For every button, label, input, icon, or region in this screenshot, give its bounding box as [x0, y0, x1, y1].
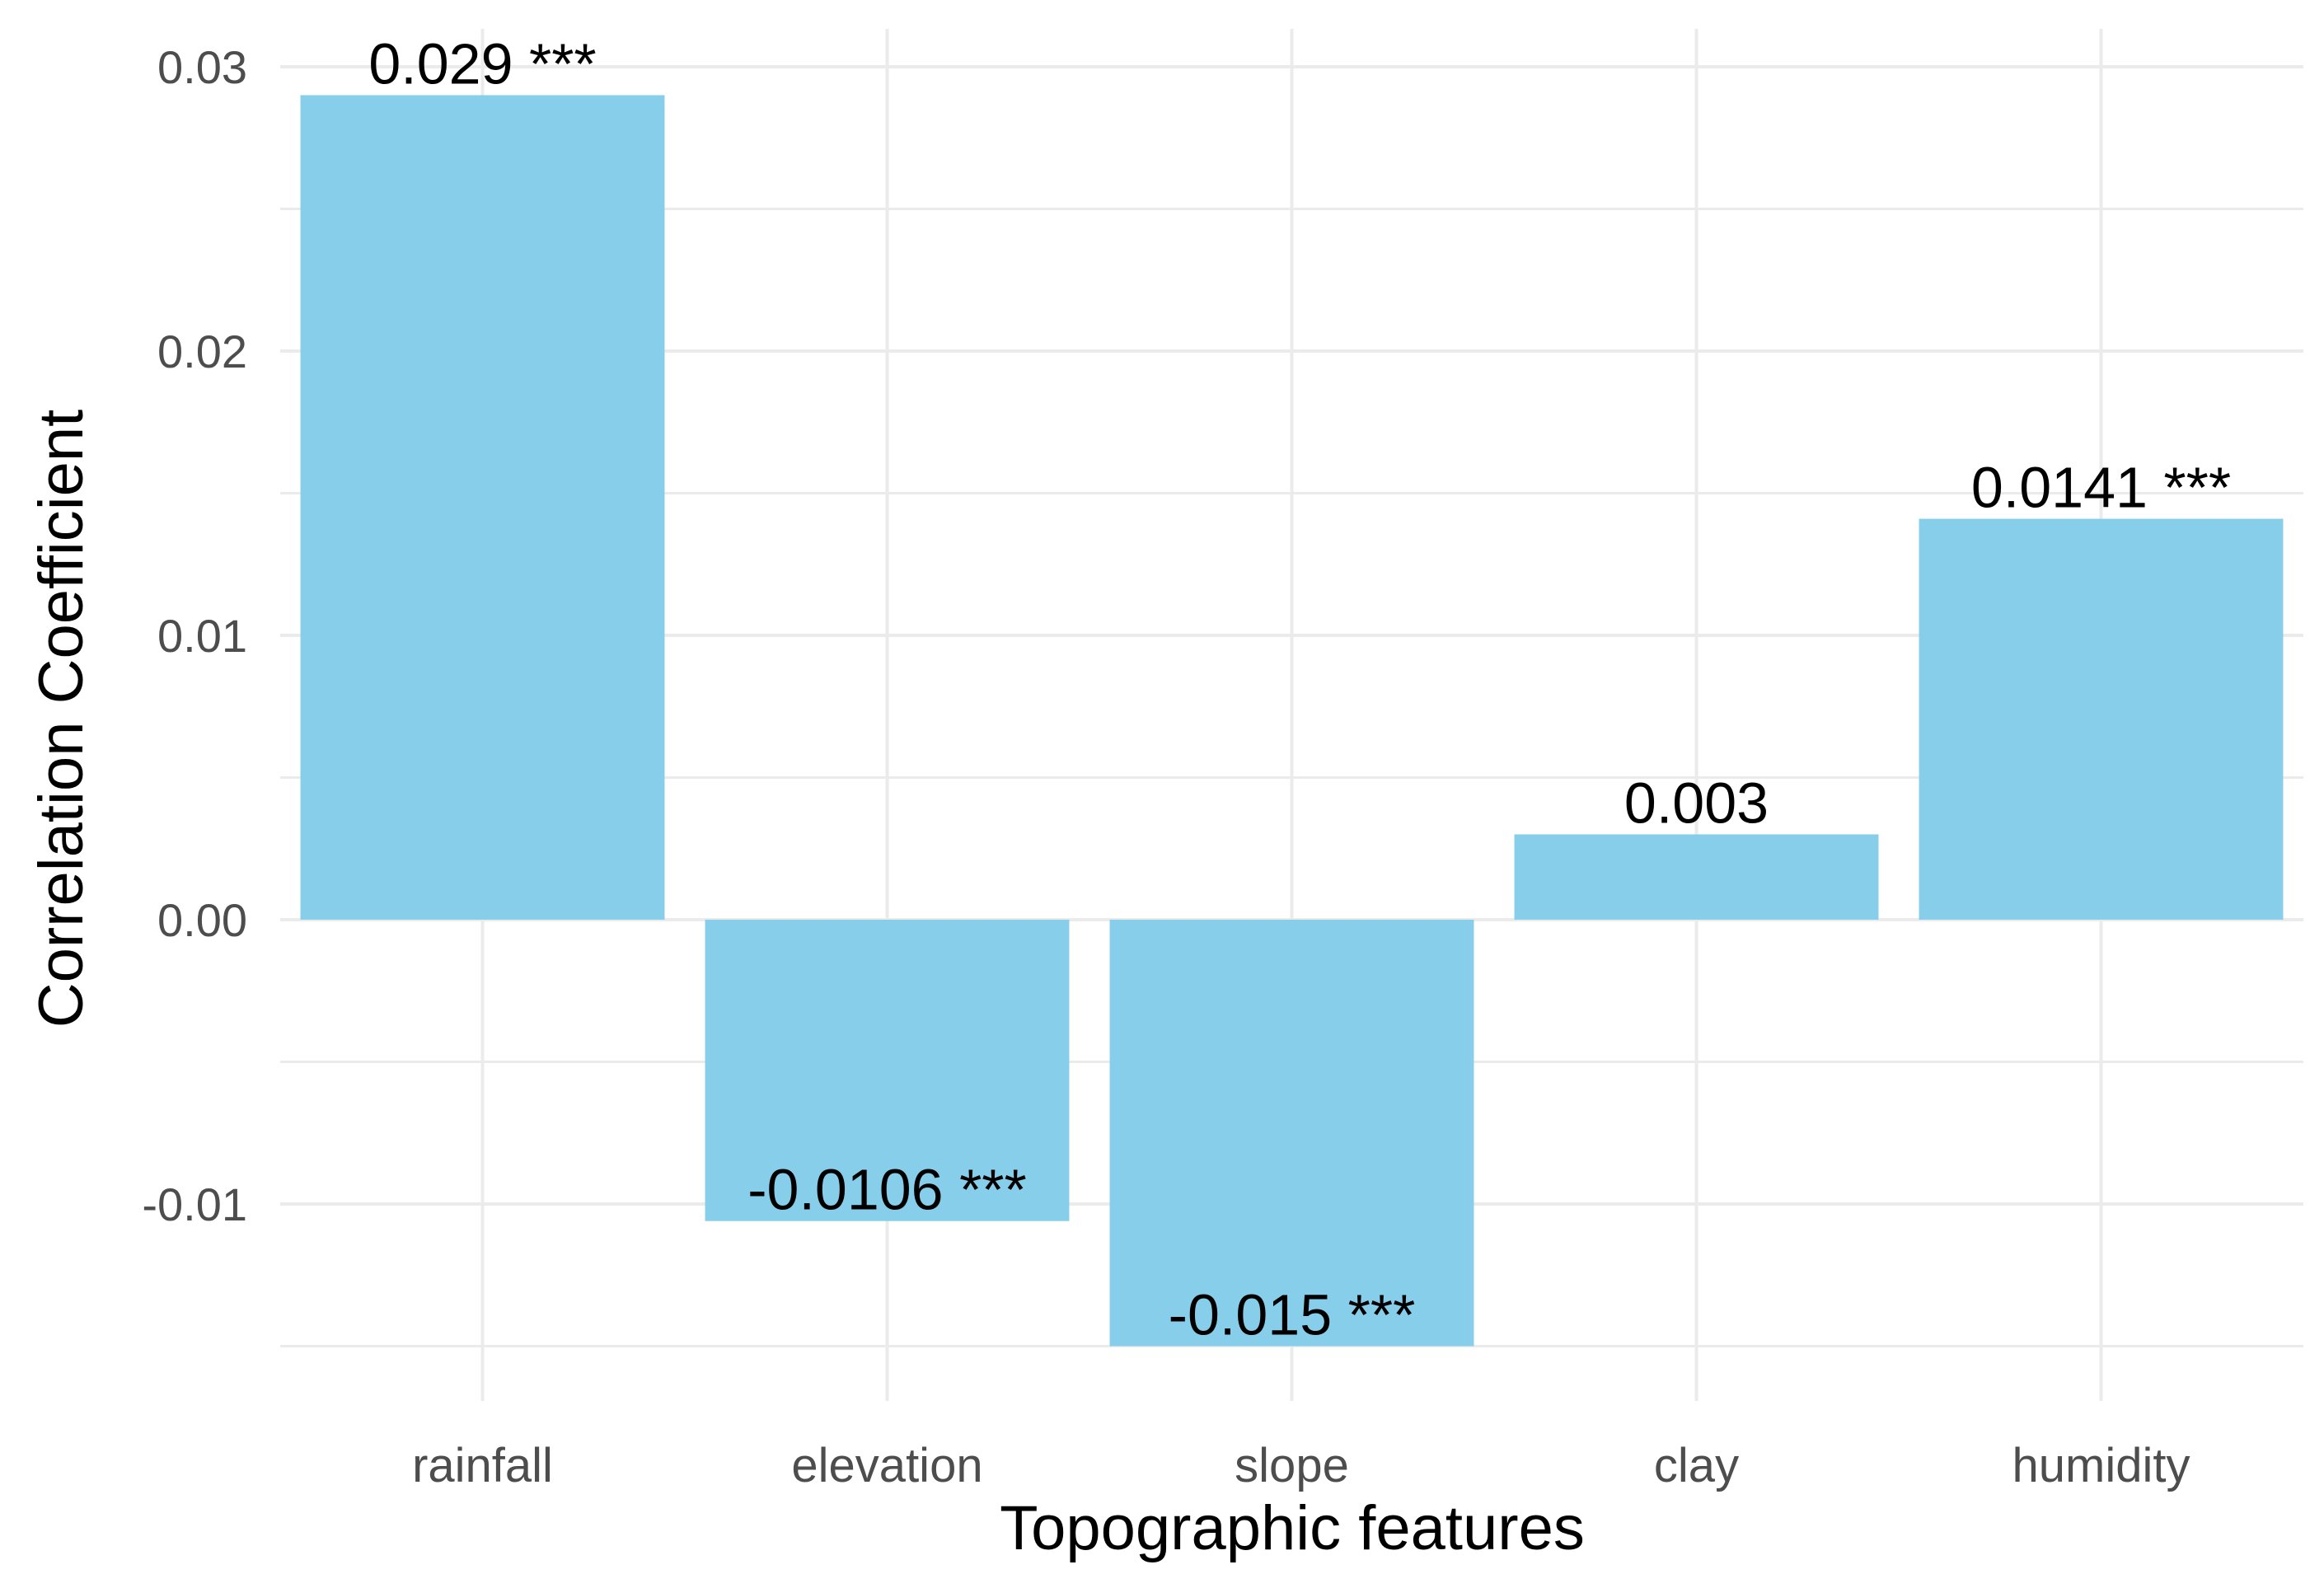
bar-humidity: [1919, 518, 2284, 920]
y-tick-label: 0.03: [157, 41, 247, 93]
bar-value-label: 0.003: [1624, 771, 1769, 836]
bars: [300, 95, 2284, 1347]
y-tick-label: 0.00: [157, 894, 247, 946]
bar-clay: [1514, 834, 1879, 920]
x-axis-title: Topographic features: [1000, 1493, 1585, 1563]
y-tick-label: 0.02: [157, 326, 247, 377]
bar-slope: [1109, 920, 1474, 1347]
y-axis-title: Correlation Coefficient: [26, 410, 96, 1028]
x-tick-label: humidity: [2012, 1439, 2190, 1492]
x-tick-label: rainfall: [412, 1439, 553, 1492]
x-tick-label: elevation: [791, 1439, 982, 1492]
bar-rainfall: [300, 95, 665, 920]
y-tick-label: 0.01: [157, 610, 247, 662]
y-axis-tick-labels: -0.01 0.00 0.01 0.02 0.03: [142, 41, 247, 1230]
x-axis-tick-labels: rainfall elevation slope clay humidity: [412, 1439, 2190, 1492]
x-tick-label: clay: [1654, 1439, 1739, 1492]
bar-value-label: -0.015 ***: [1169, 1283, 1416, 1347]
bar-value-labels: 0.029 *** -0.0106 *** -0.015 *** 0.003 0.014…: [368, 32, 2231, 1347]
bar-value-label: 0.029 ***: [368, 32, 596, 96]
y-tick-label: -0.01: [142, 1178, 247, 1230]
bar-elevation: [705, 920, 1070, 1221]
x-tick-label: slope: [1235, 1439, 1349, 1492]
bar-value-label: -0.0106 ***: [747, 1158, 1027, 1222]
bar-value-label: 0.0141 ***: [1971, 456, 2231, 520]
